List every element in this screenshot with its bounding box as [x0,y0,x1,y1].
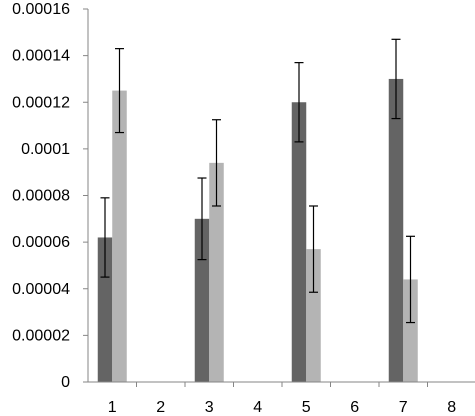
y-tick-label: 0.00014 [12,48,70,65]
error-bars [100,38,415,324]
bar-series-1-cat-7 [388,78,404,382]
x-tick-label: 4 [253,399,262,416]
y-tick-label: 0.00004 [12,281,70,298]
y-axis-ticks: 0 0.00002 0.00004 0.00006 0.00008 0.0001 0.000… [12,1,88,391]
bar-series-1-cat-1 [97,237,113,382]
x-tick-label: 8 [447,399,456,416]
bar-series-2-cat-7 [403,279,418,382]
bar-series-2-cat-5 [306,249,321,382]
y-tick-label: 0.00008 [12,188,70,205]
x-tick-label: 6 [350,399,359,416]
bar-series-1-cat-5 [291,102,307,382]
y-tick-label: 0.00006 [12,234,70,251]
x-tick-label: 1 [108,399,117,416]
x-tick-label: 7 [399,399,408,416]
x-axis-ticks: 1 2 3 4 5 6 7 8 [108,382,456,416]
axes [87,9,475,383]
x-tick-label: 3 [205,399,214,416]
y-tick-label: 0 [61,374,70,391]
bar-series-2-cat-1 [112,90,127,382]
bars [97,78,418,382]
y-tick-label: 0.0001 [21,141,70,158]
bar-series-2-cat-3 [209,162,224,382]
y-tick-label: 0.00012 [12,94,70,111]
x-tick-label: 2 [156,399,165,416]
y-tick-label: 0.00002 [12,327,70,344]
x-tick-label: 5 [302,399,311,416]
y-tick-label: 0.00016 [12,1,70,18]
